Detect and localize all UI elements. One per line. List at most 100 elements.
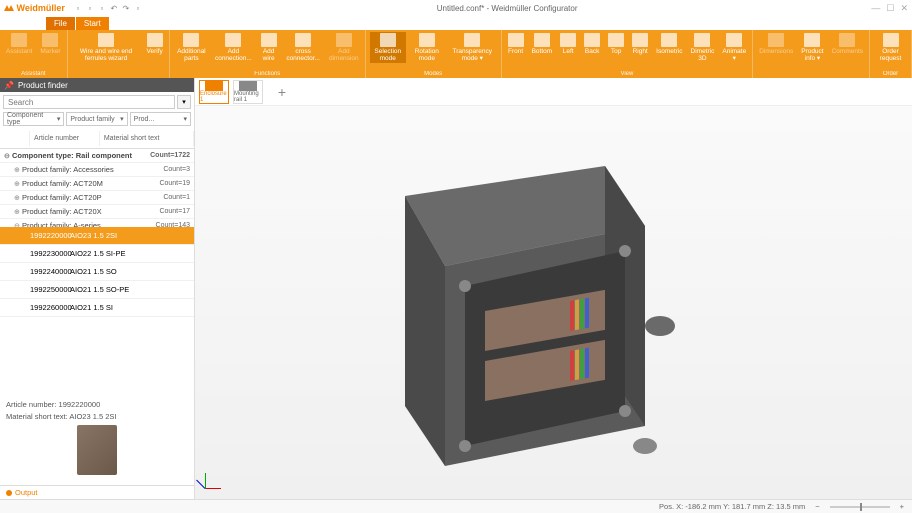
product-info-button[interactable]: Product info ▾: [799, 32, 825, 63]
qat-new-icon[interactable]: ▫: [73, 3, 83, 13]
tab-file[interactable]: File: [46, 17, 75, 30]
tree-row[interactable]: ⊕Product family: ACT20XCount=17: [0, 205, 194, 219]
wire-wizard-button[interactable]: Wire and wire end ferrules wizard: [72, 32, 141, 63]
verify-label: Verify: [147, 48, 163, 55]
ribbon-group-label: Functions: [174, 71, 361, 77]
assistant-button[interactable]: Assistant: [4, 32, 34, 56]
right-icon: [632, 33, 648, 47]
dimetric-button[interactable]: Dimetric 3D: [689, 32, 717, 63]
qat-redo-icon[interactable]: ↷: [121, 3, 131, 13]
part-row[interactable]: 1992230000AIO22 1.5 SI-PE: [0, 245, 194, 263]
zoom-out-icon[interactable]: −: [815, 502, 819, 511]
part-row[interactable]: 1992240000AIO21 1.5 SO: [0, 263, 194, 281]
additional-parts-button[interactable]: Additional parts: [174, 32, 209, 63]
dimetric-icon: [694, 33, 710, 47]
tree-row[interactable]: ⊕Product family: AccessoriesCount=3: [0, 163, 194, 177]
qat-undo-icon[interactable]: ↶: [109, 3, 119, 13]
qat-print-icon[interactable]: ▫: [133, 3, 143, 13]
viewport-tab-mounting-rail[interactable]: Mounting rail 1: [233, 80, 263, 104]
tree-row[interactable]: ⊖Product family: A-seriesCount=143: [0, 219, 194, 227]
front-icon: [508, 33, 524, 47]
brand-logo: Weidmüller: [4, 3, 65, 13]
top-label: Top: [611, 48, 621, 55]
cross-connector-button[interactable]: cross connector...: [283, 32, 322, 63]
qat-open-icon[interactable]: ▫: [85, 3, 95, 13]
zoom-slider[interactable]: [830, 506, 890, 508]
minimize-icon[interactable]: —: [871, 3, 880, 14]
filter-dropdown-1[interactable]: Product family▾: [66, 112, 127, 126]
verify-icon: [147, 33, 163, 47]
dimension-icon: [336, 33, 352, 47]
dimensions-label: Dimensions: [759, 48, 793, 55]
titlebar: Weidmüller ▫ ▫ ▫ ↶ ↷ ▫ Untitled.conf* - …: [0, 0, 912, 16]
dimensions-button[interactable]: Dimensions: [757, 32, 795, 56]
bottom-button[interactable]: Bottom: [530, 32, 555, 56]
add-connection-label: Add connection...: [215, 48, 252, 62]
marker-label: Marker: [40, 48, 60, 55]
animate-button[interactable]: Animate ▾: [720, 32, 748, 63]
ribbon-group-label: Order: [874, 71, 907, 77]
add-tab-button[interactable]: +: [267, 80, 297, 104]
add-wire-icon: [261, 33, 277, 47]
rotation-mode-icon: [419, 33, 435, 47]
right-button[interactable]: Right: [630, 32, 650, 56]
comments-icon: [839, 33, 855, 47]
3d-canvas[interactable]: [195, 106, 912, 499]
ribbon: Assistant Marker Assistant Wire and wire en…: [0, 30, 912, 78]
output-tab[interactable]: Output: [0, 485, 194, 499]
part-row[interactable]: 1992260000AIO21 1.5 SI: [0, 299, 194, 317]
menu-tabs: File Start: [0, 16, 912, 30]
comments-button[interactable]: Comments: [830, 32, 865, 56]
marker-button[interactable]: Marker: [38, 32, 62, 56]
front-button[interactable]: Front: [506, 32, 526, 56]
statusbar: Pos. X: -186.2 mm Y: 181.7 mm Z: 13.5 mm…: [0, 499, 912, 513]
viewport-tab-enclosure[interactable]: Enclosure 1: [199, 80, 229, 104]
tab-start[interactable]: Start: [76, 17, 109, 30]
cross-connector-label: cross connector...: [285, 48, 320, 62]
col-article[interactable]: Article number: [30, 131, 100, 146]
left-label: Left: [563, 48, 574, 55]
selection-mode-button[interactable]: Selection mode: [370, 32, 406, 63]
transparency-mode-icon: [464, 33, 480, 47]
left-button[interactable]: Left: [558, 32, 578, 56]
order-request-icon: [883, 33, 899, 47]
close-icon[interactable]: ✕: [900, 3, 908, 14]
position-readout: Pos. X: -186.2 mm Y: 181.7 mm Z: 13.5 mm: [659, 502, 805, 511]
part-row[interactable]: 1992250000AIO21 1.5 SO-PE: [0, 281, 194, 299]
transparency-mode-button[interactable]: Transparency mode ▾: [448, 32, 497, 63]
rotation-mode-button[interactable]: Rotation mode: [410, 32, 444, 63]
top-button[interactable]: Top: [606, 32, 626, 56]
tree-row[interactable]: ⊖Component type: Rail componentCount=172…: [0, 149, 194, 163]
window-title: Untitled.conf* - Weidmüller Configurator: [143, 4, 872, 13]
verify-button[interactable]: Verify: [145, 32, 165, 56]
maximize-icon[interactable]: ☐: [886, 3, 894, 14]
bottom-icon: [534, 33, 550, 47]
add-wire-label: Add wire: [260, 48, 278, 62]
isometric-icon: [661, 33, 677, 47]
add-connection-button[interactable]: Add connection...: [213, 32, 254, 63]
order-request-button[interactable]: Order request: [874, 32, 907, 63]
filter-button[interactable]: ▾: [177, 95, 191, 109]
qat-save-icon[interactable]: ▫: [97, 3, 107, 13]
part-row[interactable]: 1992220000AIO23 1.5 2SI: [0, 227, 194, 245]
wire-wizard-label: Wire and wire end ferrules wizard: [74, 48, 139, 62]
back-label: Back: [585, 48, 599, 55]
zoom-in-icon[interactable]: +: [900, 502, 904, 511]
dimension-button[interactable]: Add dimension: [327, 32, 361, 63]
animate-icon: [726, 33, 742, 47]
right-label: Right: [633, 48, 648, 55]
add-wire-button[interactable]: Add wire: [258, 32, 280, 63]
back-button[interactable]: Back: [582, 32, 602, 56]
rotation-mode-label: Rotation mode: [412, 48, 442, 62]
filter-dropdown-0[interactable]: Component type▾: [3, 112, 64, 126]
search-input[interactable]: [3, 95, 175, 109]
ribbon-group-label: Assistant: [4, 71, 63, 77]
col-desc[interactable]: Material short text: [100, 131, 194, 146]
selection-mode-icon: [380, 33, 396, 47]
column-headers: Article number Material short text: [0, 129, 194, 149]
tree-row[interactable]: ⊕Product family: ACT20MCount=19: [0, 177, 194, 191]
isometric-button[interactable]: Isometric: [654, 32, 684, 56]
pin-icon[interactable]: 📌: [4, 81, 14, 90]
tree-row[interactable]: ⊕Product family: ACT20PCount=1: [0, 191, 194, 205]
filter-dropdown-2[interactable]: Prod...▾: [130, 112, 191, 126]
